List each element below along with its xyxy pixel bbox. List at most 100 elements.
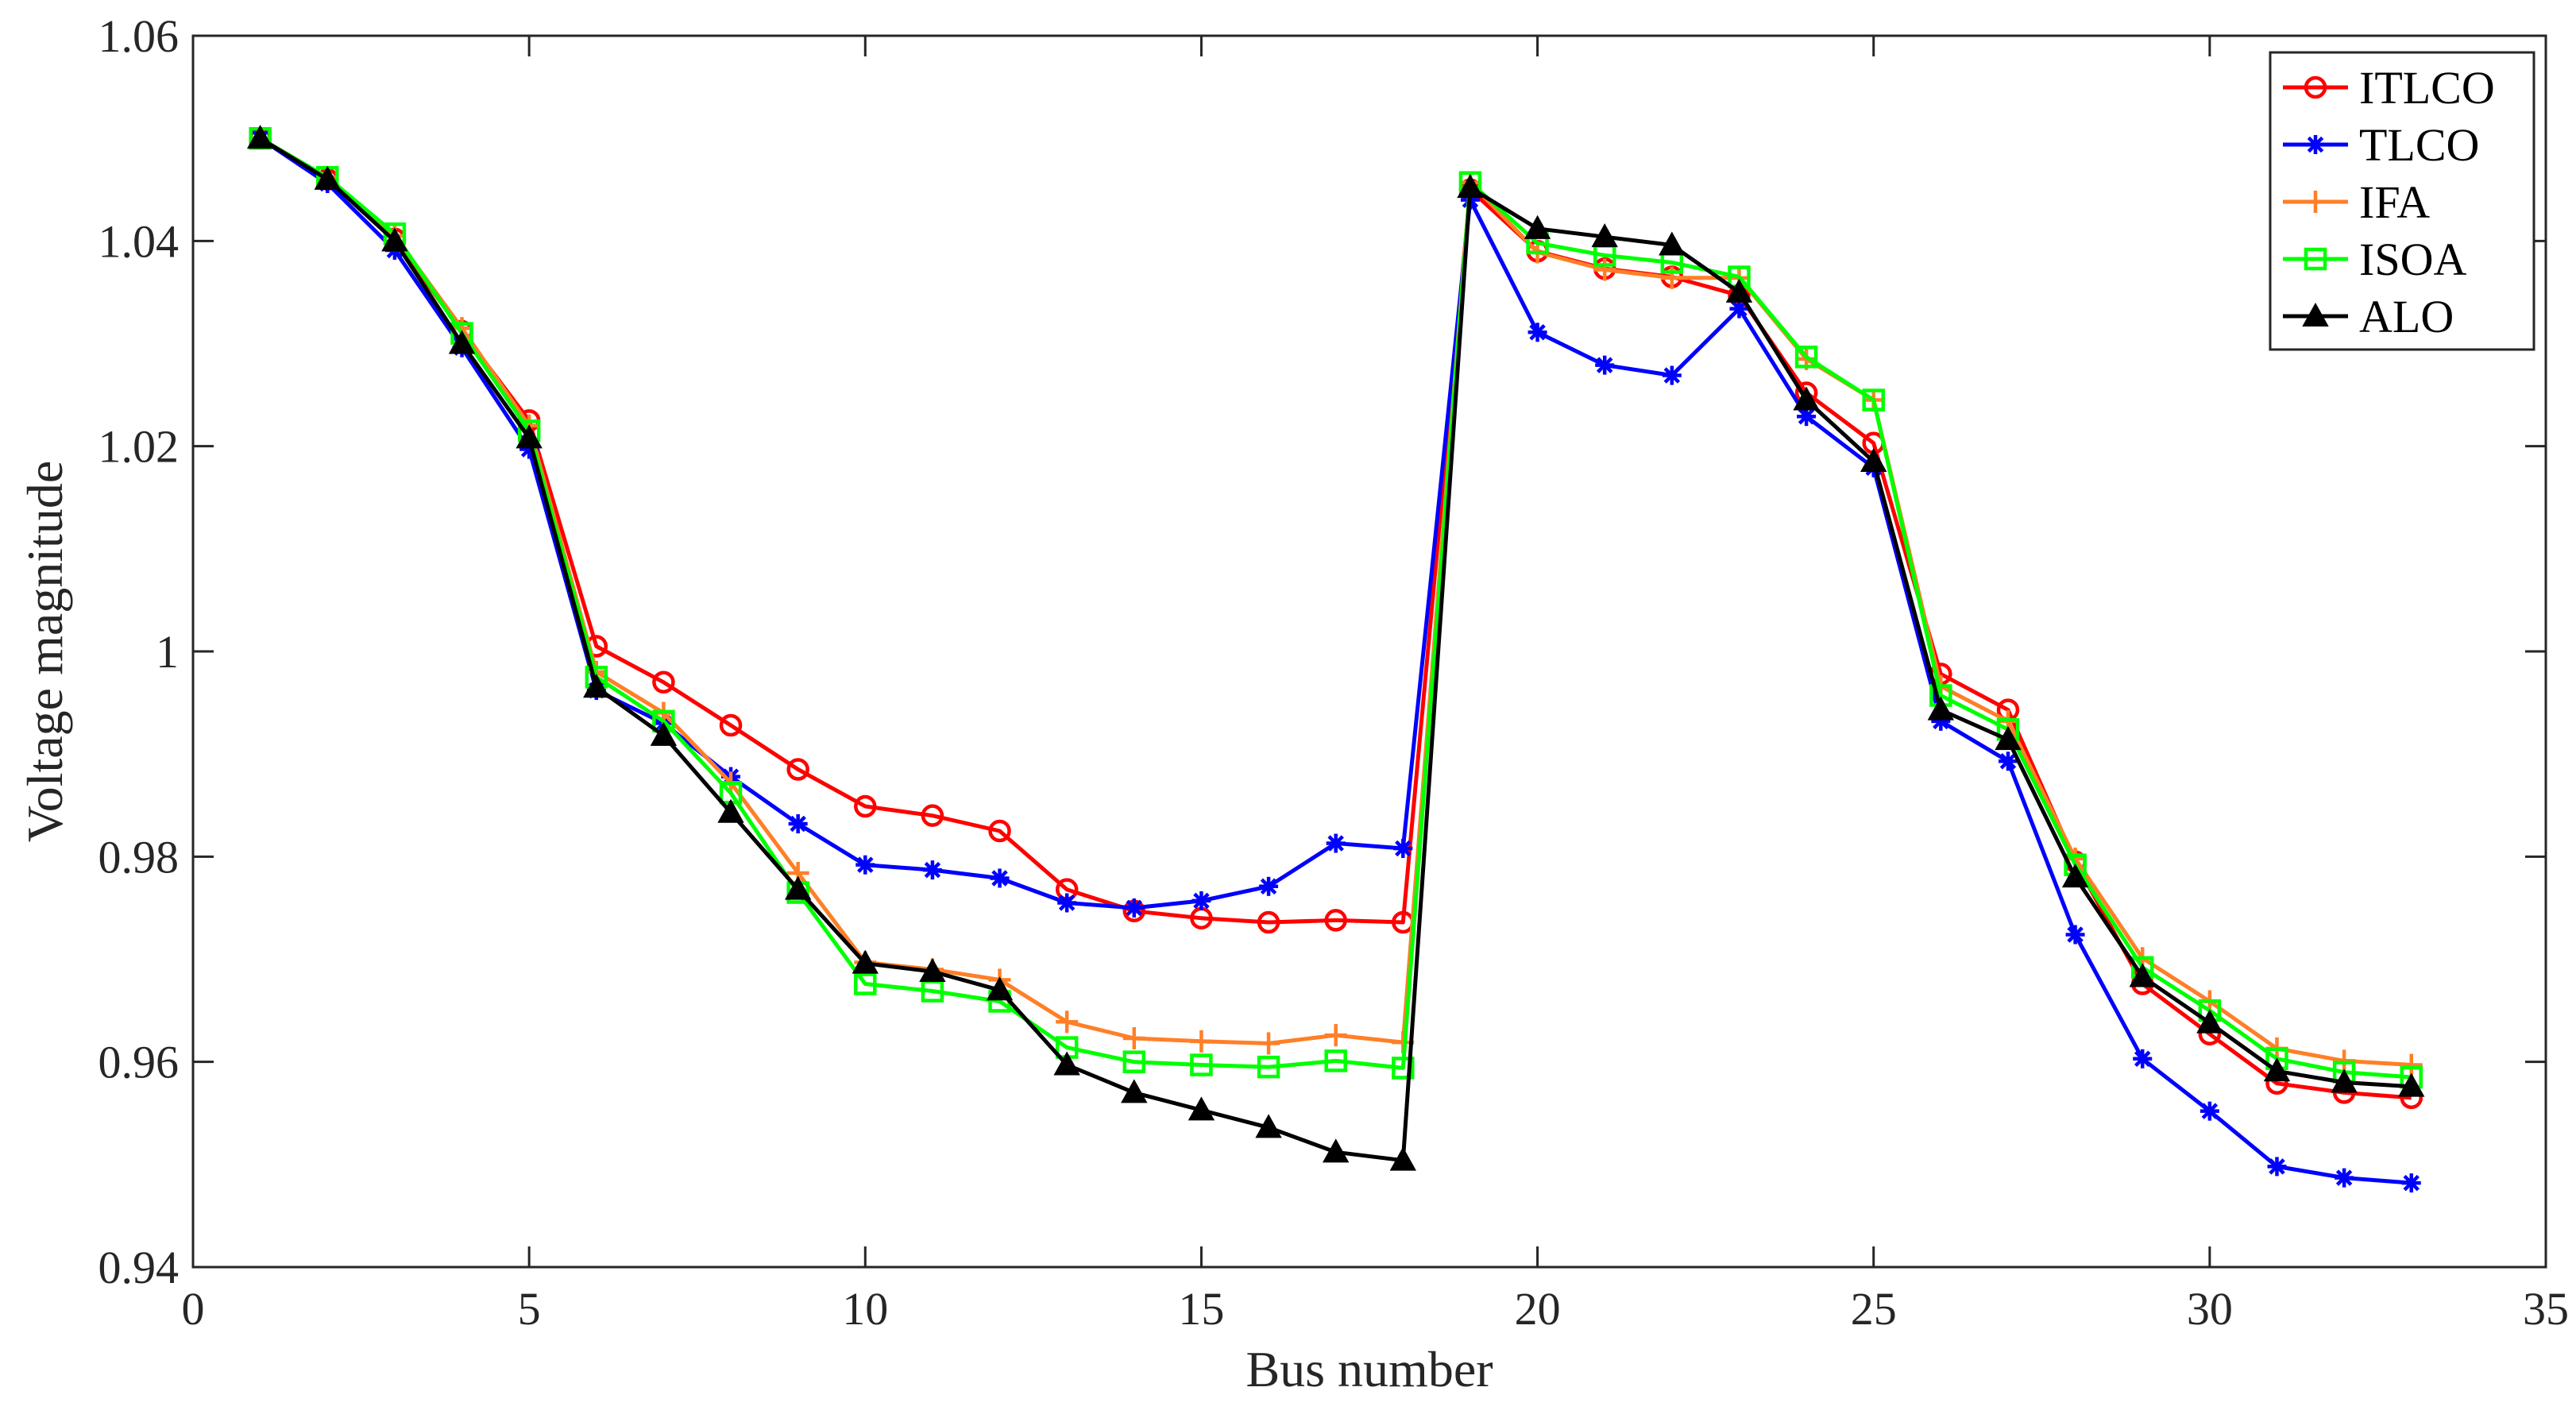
series-alo — [246, 125, 2425, 1171]
data-point-alo — [1995, 726, 2022, 751]
data-point-alo — [2129, 963, 2156, 987]
x-tick-label: 10 — [842, 1283, 888, 1335]
legend-label: ISOA — [2359, 234, 2466, 285]
data-point-itlco — [652, 670, 675, 694]
data-point-ifa — [1122, 1026, 1145, 1049]
legend-item-isoa: ISOA — [2283, 234, 2466, 285]
data-point-alo — [448, 330, 476, 354]
x-tick-label: 20 — [1515, 1283, 1561, 1335]
x-tick-label: 0 — [182, 1283, 205, 1335]
data-point-alo — [1725, 278, 1753, 303]
data-point-alo — [1053, 1051, 1080, 1076]
data-point-ifa — [1593, 258, 1616, 281]
y-axis-label: Voltage magnitude — [17, 461, 73, 843]
data-point-tlco — [1326, 833, 1346, 853]
x-tick-label: 15 — [1178, 1283, 1224, 1335]
data-point-tlco — [1057, 893, 1077, 913]
data-point-alo — [852, 949, 879, 974]
data-point-itlco — [854, 794, 877, 818]
data-point-isoa — [1324, 1049, 1347, 1072]
data-point-alo — [1659, 231, 1686, 256]
legend-label: IFA — [2359, 176, 2430, 228]
y-tick-label: 1.04 — [98, 215, 180, 267]
data-point-isoa — [854, 972, 877, 995]
data-point-itlco — [988, 819, 1011, 843]
data-point-alo — [1591, 223, 1618, 248]
y-tick-label: 1 — [156, 626, 179, 678]
data-point-isoa — [1392, 1057, 1415, 1080]
legend-item-alo: ALO — [2283, 291, 2454, 342]
data-point-alo — [1793, 386, 1820, 411]
legend-label: ALO — [2359, 291, 2454, 342]
data-point-alo — [246, 125, 274, 149]
data-point-itlco — [1324, 909, 1347, 932]
data-point-alo — [381, 227, 408, 252]
data-point-alo — [784, 875, 812, 900]
x-tick-label: 35 — [2523, 1283, 2569, 1335]
x-tick-label: 25 — [1851, 1283, 1897, 1335]
data-point-tlco — [990, 868, 1010, 888]
data-point-alo — [1457, 174, 1484, 199]
data-point-alo — [2398, 1072, 2425, 1097]
data-point-ifa — [1324, 1024, 1347, 1047]
data-point-tlco — [1259, 876, 1279, 896]
data-point-tlco — [1393, 839, 1413, 858]
legend-label: TLCO — [2359, 119, 2479, 171]
series-line-isoa — [259, 137, 2412, 1080]
data-point-tlco — [1662, 365, 1682, 385]
y-tick-label: 0.96 — [98, 1037, 180, 1088]
data-point-itlco — [786, 758, 809, 781]
data-point-alo — [1322, 1138, 1350, 1163]
data-point-isoa — [1257, 1055, 1280, 1079]
data-point-isoa — [1122, 1050, 1146, 1073]
legend-label: ITLCO — [2359, 62, 2495, 114]
data-point-tlco — [2401, 1173, 2421, 1193]
data-point-alo — [1121, 1079, 1148, 1103]
y-tick-label: 1.02 — [98, 421, 180, 473]
data-point-ifa — [2400, 1053, 2423, 1076]
data-point-tlco — [1527, 323, 1547, 342]
data-point-alo — [1524, 214, 1551, 239]
y-tick-label: 0.94 — [98, 1242, 180, 1293]
x-tick-label: 5 — [518, 1283, 541, 1335]
data-point-tlco — [1191, 891, 1211, 910]
x-tick-label: 30 — [2187, 1283, 2233, 1335]
legend-item-itlco: ITLCO — [2283, 62, 2495, 114]
data-point-alo — [2263, 1057, 2291, 1082]
data-point-itlco — [719, 713, 743, 737]
data-point-itlco — [921, 804, 944, 827]
data-point-alo — [2196, 1009, 2223, 1034]
legend-marker — [2304, 75, 2327, 99]
data-point-alo — [986, 976, 1014, 1001]
legend-marker — [2304, 191, 2327, 213]
legend-marker — [2302, 302, 2329, 327]
data-point-alo — [919, 957, 946, 982]
legend-marker — [2306, 135, 2325, 154]
y-tick-label: 1.06 — [98, 10, 180, 62]
data-point-tlco — [1124, 898, 1144, 918]
data-point-alo — [314, 165, 341, 190]
data-point-tlco — [2335, 1168, 2354, 1188]
data-point-ifa — [1190, 1030, 1213, 1053]
data-point-alo — [516, 424, 543, 449]
data-point-itlco — [1257, 910, 1280, 934]
legend-marker — [2304, 247, 2327, 271]
data-point-tlco — [855, 855, 875, 875]
series-layer — [246, 125, 2425, 1193]
data-point-ifa — [1056, 1010, 1079, 1034]
data-point-ifa — [1257, 1032, 1280, 1055]
data-point-tlco — [2267, 1157, 2287, 1177]
data-point-alo — [1927, 696, 1955, 721]
data-point-alo — [2061, 864, 2089, 888]
data-point-tlco — [922, 860, 942, 880]
data-point-isoa — [1190, 1053, 1213, 1076]
axis-ticks: 0 5 10 15 20 25 30 35 0.94 0.96 0.98 1 1.02 1.04 1.06 — [98, 10, 2570, 1335]
x-axis-label: Bus number — [1246, 1341, 1493, 1397]
data-point-alo — [717, 798, 744, 823]
data-point-tlco — [2199, 1101, 2219, 1121]
data-point-tlco — [1729, 299, 1749, 319]
data-point-alo — [1188, 1096, 1215, 1121]
